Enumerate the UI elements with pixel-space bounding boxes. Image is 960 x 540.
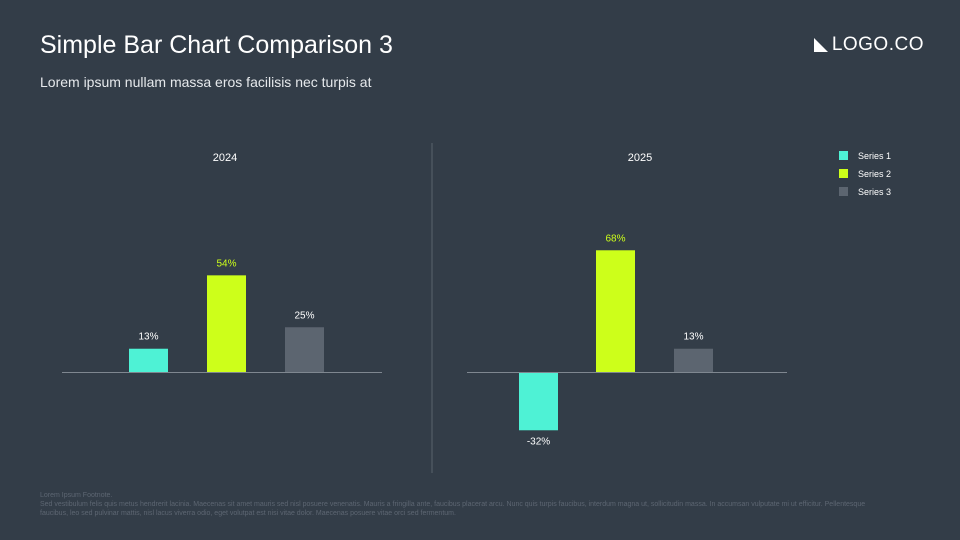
data-label-2024-series-1: 13% (138, 332, 158, 343)
bar-2024-series-2 (207, 275, 246, 372)
bar-2025-series-1 (519, 373, 558, 431)
footnote-heading: Lorem Ipsum Footnote. (40, 492, 113, 499)
data-label-2025-series-1: -32% (527, 436, 550, 447)
legend-label-2: Series 2 (858, 169, 891, 179)
data-label-2025-series-3: 13% (683, 332, 703, 343)
chart-title-2024: 2024 (213, 152, 237, 164)
legend-label-3: Series 3 (858, 187, 891, 197)
bar-2024-series-3 (285, 327, 324, 372)
page-subtitle: Lorem ipsum nullam massa eros facilisis … (40, 74, 372, 90)
bar-2024-series-1 (129, 348, 168, 372)
data-label-2024-series-2: 54% (216, 258, 236, 269)
legend-swatch-3 (839, 187, 848, 196)
legend-swatch-2 (839, 169, 848, 178)
data-label-2024-series-3: 25% (294, 310, 314, 321)
legend-label-1: Series 1 (858, 151, 891, 161)
data-label-2025-series-2: 68% (605, 233, 625, 244)
logo-text: LOGO.CO (831, 34, 924, 55)
footnote: Lorem Ipsum Footnote. Sed vestibulum fel… (40, 491, 880, 518)
logo: LOGO.CO (813, 34, 924, 56)
footnote-body: Sed vestibulum felis quis metus hendreri… (40, 501, 866, 517)
legend-swatch-1 (839, 151, 848, 160)
bar-2025-series-3 (674, 348, 713, 372)
chart-title-2025: 2025 (628, 152, 652, 164)
page-title: Simple Bar Chart Comparison 3 (40, 31, 393, 59)
logo-triangle-icon (813, 38, 828, 52)
bar-2025-series-2 (596, 250, 635, 372)
